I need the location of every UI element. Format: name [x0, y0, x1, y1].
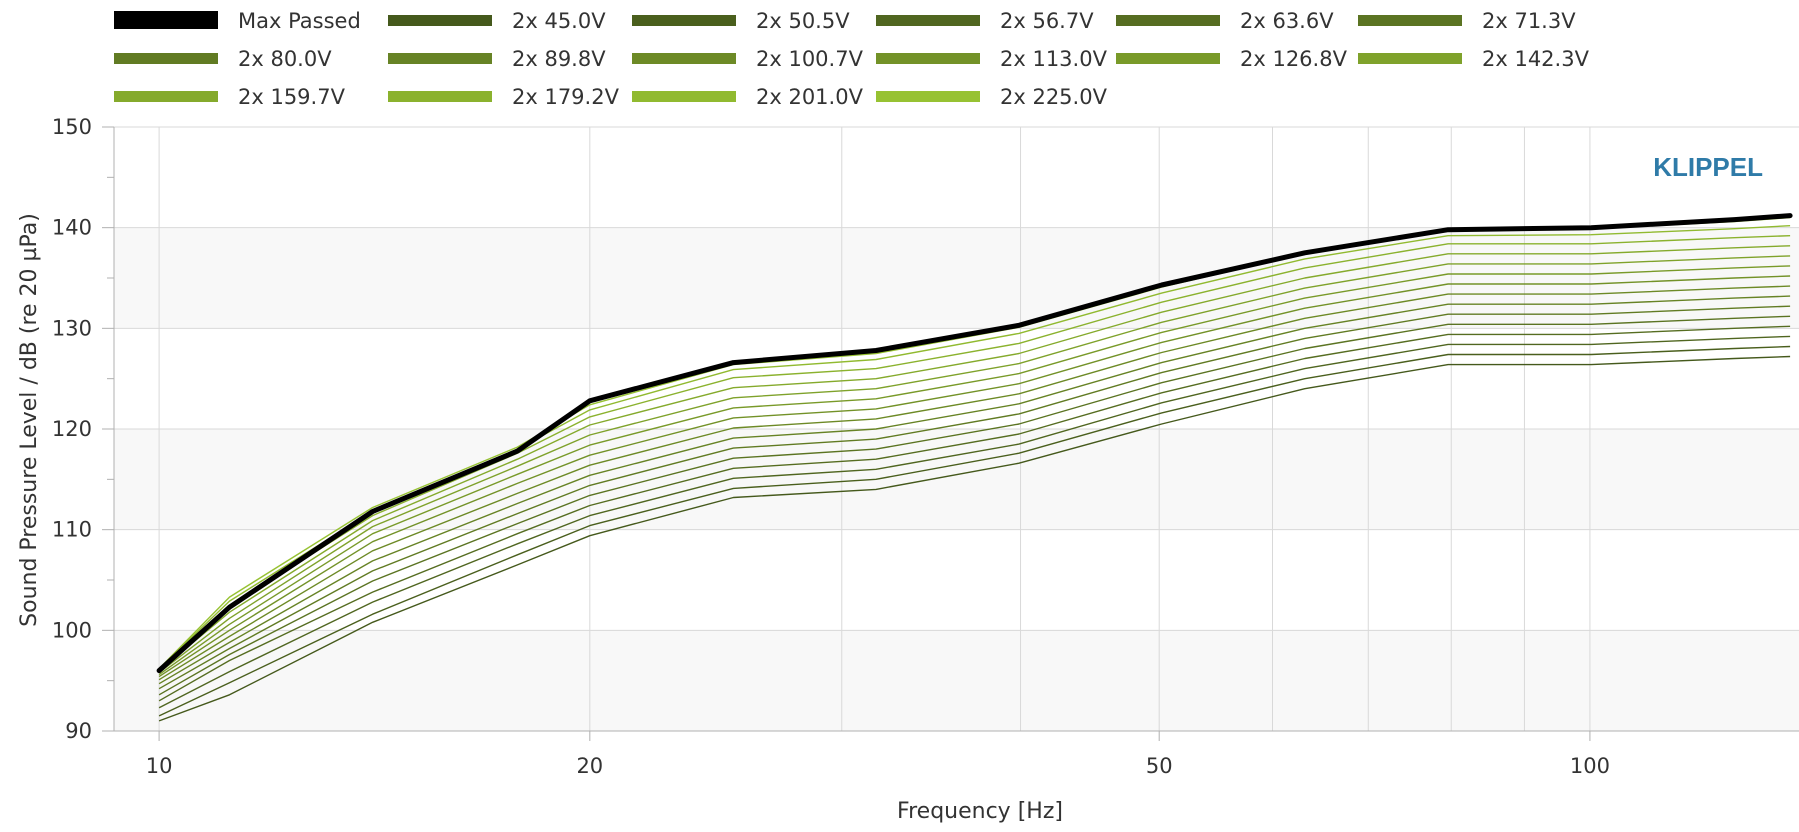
series-line: [158, 275, 1791, 678]
y-tick-label: 100: [52, 618, 92, 642]
legend-label: 2x 201.0V: [756, 85, 864, 109]
legend-entry: 2x 63.6V: [1116, 9, 1334, 33]
legend-swatch: [388, 15, 492, 26]
series-line: [158, 265, 1791, 676]
legend-label: 2x 56.7V: [1000, 9, 1094, 33]
x-tick-label: 100: [1570, 754, 1610, 778]
legend-entry: 2x 142.3V: [1358, 47, 1590, 71]
legend-entry: 2x 80.0V: [114, 47, 332, 71]
series-line: [158, 315, 1791, 696]
x-axis-title: Frequency [Hz]: [897, 799, 1063, 824]
legend-entry: 2x 89.8V: [388, 47, 606, 71]
series-line: [158, 295, 1791, 685]
legend-swatch: [1116, 53, 1220, 64]
legend-entry: 2x 71.3V: [1358, 9, 1576, 33]
axes: 90 100 110 120 130 140 150 10 20 50 100: [52, 115, 1799, 778]
legend-entry: 2x 179.2V: [388, 85, 620, 109]
series-line: [158, 235, 1791, 671]
legend-entry: 2x 201.0V: [632, 85, 864, 109]
legend-entry: 2x 159.7V: [114, 85, 346, 109]
legend-swatch: [632, 91, 736, 102]
legend-entry: 2x 50.5V: [632, 9, 850, 33]
series-line-max-passed: [156, 213, 1793, 674]
series-lines: [156, 213, 1793, 722]
legend-entry: 2x 113.0V: [876, 47, 1108, 71]
legend-swatch: [876, 91, 980, 102]
legend-swatch: [632, 15, 736, 26]
y-tick-label: 130: [52, 316, 92, 340]
legend-swatch: [388, 53, 492, 64]
legend-label: 2x 89.8V: [512, 47, 606, 71]
plot-band: [114, 227, 1799, 329]
legend-swatch: [876, 53, 980, 64]
plot-band: [114, 127, 1799, 228]
legend-entry: 2x 45.0V: [388, 9, 606, 33]
legend-swatch: [1358, 53, 1462, 64]
legend-label: 2x 100.7V: [756, 47, 864, 71]
legend-label: 2x 225.0V: [1000, 85, 1108, 109]
legend-entry: 2x 100.7V: [632, 47, 864, 71]
x-tick-label: 20: [576, 754, 603, 778]
legend-entry: Max Passed: [114, 9, 361, 33]
legend-entry: 2x 56.7V: [876, 9, 1094, 33]
plot-band: [114, 429, 1799, 530]
legend-label: 2x 45.0V: [512, 9, 606, 33]
y-tick-label: 110: [52, 518, 92, 542]
klippel-watermark: KLIPPEL: [1653, 152, 1763, 182]
y-tick-label: 150: [52, 115, 92, 139]
y-axis-title: Sound Pressure Level / dB (re 20 µPa): [17, 213, 42, 627]
legend-label: 2x 113.0V: [1000, 47, 1108, 71]
series-line: [158, 325, 1791, 702]
series-line: [158, 245, 1791, 672]
legend-swatch: [1116, 15, 1220, 26]
legend-label: Max Passed: [238, 9, 361, 33]
y-tick-label: 90: [65, 719, 92, 743]
legend-label: 2x 179.2V: [512, 85, 620, 109]
series-line: [158, 335, 1791, 709]
legend-label: 2x 63.6V: [1240, 9, 1334, 33]
legend-swatch: [114, 91, 218, 102]
legend-swatch: [388, 91, 492, 102]
legend-label: 2x 71.3V: [1482, 9, 1576, 33]
series-line: [158, 355, 1791, 722]
legend-swatch: [876, 15, 980, 26]
x-tick-label: 50: [1146, 754, 1173, 778]
legend-label: 2x 80.0V: [238, 47, 332, 71]
series-line: [158, 285, 1791, 681]
y-tick-label: 140: [52, 216, 92, 240]
series-line: [158, 255, 1791, 674]
legend-entry: 2x 225.0V: [876, 85, 1108, 109]
legend-swatch: [114, 11, 218, 29]
legend-swatch: [1358, 15, 1462, 26]
plot-band: [114, 630, 1799, 731]
legend-label: 2x 159.7V: [238, 85, 346, 109]
legend: Max Passed 2x 45.0V 2x 50.5V 2x 56.7V 2x 63.…: [114, 9, 1590, 109]
legend-swatch: [632, 53, 736, 64]
legend-entry: 2x 126.8V: [1116, 47, 1348, 71]
plot-band: [114, 328, 1799, 429]
legend-label: 2x 126.8V: [1240, 47, 1348, 71]
series-line: [158, 305, 1791, 690]
legend-swatch: [114, 53, 218, 64]
series-line: [158, 345, 1791, 717]
x-tick-label: 10: [146, 754, 173, 778]
legend-label: 2x 142.3V: [1482, 47, 1590, 71]
y-tick-label: 120: [52, 417, 92, 441]
legend-label: 2x 50.5V: [756, 9, 850, 33]
